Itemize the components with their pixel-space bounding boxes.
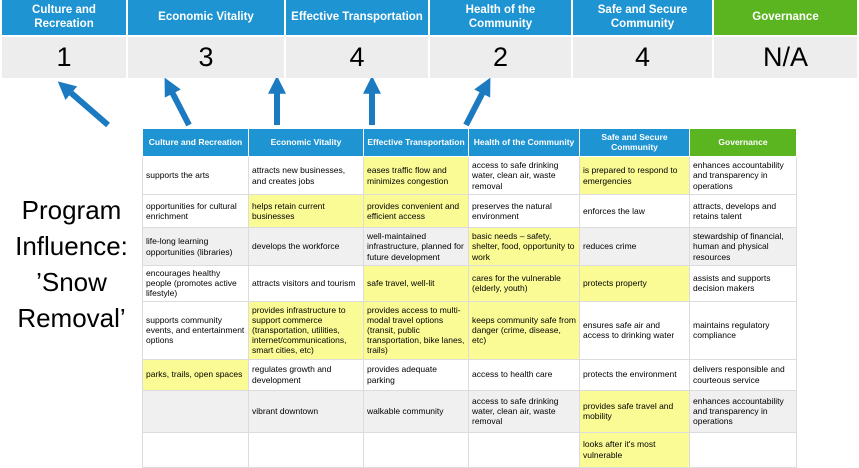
matrix-cell-r2-c2: helps retain current businesses — [248, 194, 364, 228]
matrix-cell-r3-c3: well-maintained infrastructure, planned … — [363, 227, 469, 266]
score-row: 1 3 4 2 4 N/A — [2, 37, 857, 78]
category-score-1: 1 — [2, 37, 126, 78]
matrix-header-5: Safe and Secure Community — [579, 128, 690, 157]
matrix-cell-r3-c2: develops the workforce — [248, 227, 364, 266]
banner-category-2: Economic Vitality — [128, 0, 284, 35]
matrix-cell-r8-c6 — [689, 431, 797, 468]
matrix-cell-r6-c6: delivers responsible and courteous servi… — [689, 358, 797, 391]
matrix-cell-r5-c3: provides access to multi-modal travel op… — [363, 300, 469, 360]
matrix-cell-r7-c1 — [142, 389, 249, 433]
matrix-header-row: Culture and Recreation Economic Vitality E… — [142, 128, 797, 157]
matrix-cell-r4-c1: encourages healthy people (promotes acti… — [142, 265, 249, 302]
matrix-cell-r3-c5: reduces crime — [579, 227, 690, 266]
matrix-cell-r8-c1 — [142, 431, 249, 468]
banner-category-6: Governance — [714, 0, 857, 35]
influence-arrows — [57, 78, 491, 128]
matrix-cell-r8-c3 — [363, 431, 469, 468]
matrix-cell-r7-c5: provides safe travel and mobility — [579, 389, 690, 433]
table-row: encourages healthy people (promotes acti… — [142, 265, 797, 302]
matrix-cell-r2-c6: attracts, develops and retains talent — [689, 194, 797, 228]
matrix-cell-r2-c4: preserves the natural environment — [468, 194, 580, 228]
program-title: Program Influence: ’Snow Removal’ — [0, 192, 143, 336]
table-row: vibrant downtown walkable community access… — [142, 389, 797, 433]
up-arrow-icon — [164, 78, 192, 127]
matrix-cell-r8-c4 — [468, 431, 580, 468]
table-row: supports community events, and entertain… — [142, 300, 797, 360]
program-title-line: Program — [21, 195, 122, 225]
table-row: parks, trails, open spaces regulates grow… — [142, 358, 797, 391]
matrix-cell-r1-c5: is prepared to respond to emergencies — [579, 156, 690, 195]
matrix-cell-r6-c5: protects the environment — [579, 358, 690, 391]
matrix-cell-r1-c3: eases traffic flow and minimizes congest… — [363, 156, 469, 195]
matrix-cell-r5-c5: ensures safe air and access to drinking … — [579, 300, 690, 360]
matrix-cell-r8-c2 — [248, 431, 364, 468]
table-row: life-long learning opportunities (librar… — [142, 227, 797, 266]
influence-matrix-table: Culture and Recreation Economic Vitality E… — [142, 128, 797, 468]
matrix-cell-r4-c4: cares for the vulnerable (elderly, youth… — [468, 265, 580, 302]
category-banner: Culture and Recreation Economic Vitality E… — [2, 0, 857, 35]
matrix-cell-r4-c5: protects property — [579, 265, 690, 302]
up-arrow-icon — [57, 81, 110, 128]
category-score-3: 4 — [286, 37, 428, 78]
category-score-2: 3 — [128, 37, 284, 78]
matrix-cell-r1-c1: supports the arts — [142, 156, 249, 195]
matrix-cell-r3-c4: basic needs – safety, shelter, food, opp… — [468, 227, 580, 266]
matrix-cell-r4-c2: attracts visitors and tourism — [248, 265, 364, 302]
matrix-cell-r1-c2: attracts new businesses, and creates job… — [248, 156, 364, 195]
program-title-line: ’Snow — [36, 267, 107, 297]
category-score-5: 4 — [573, 37, 712, 78]
matrix-cell-r8-c5: looks after it's most vulnerable — [579, 431, 690, 468]
matrix-cell-r7-c2: vibrant downtown — [248, 389, 364, 433]
matrix-cell-r5-c2: provides infrastructure to support comme… — [248, 300, 364, 360]
matrix-cell-r2-c3: provides convenient and efficient access — [363, 194, 469, 228]
up-arrow-icon — [463, 78, 491, 127]
program-title-line: Removal’ — [17, 303, 126, 333]
matrix-cell-r3-c1: life-long learning opportunities (librar… — [142, 227, 249, 266]
matrix-cell-r6-c1: parks, trails, open spaces — [142, 358, 249, 391]
matrix-cell-r7-c4: access to safe drinking water, clean air… — [468, 389, 580, 433]
matrix-header-3: Effective Transportation — [363, 128, 469, 157]
matrix-cell-r1-c6: enhances accountability and transparency… — [689, 156, 797, 195]
matrix-cell-r1-c4: access to safe drinking water, clean air… — [468, 156, 580, 195]
banner-category-4: Health of the Community — [430, 0, 571, 35]
matrix-cell-r4-c6: assists and supports decision makers — [689, 265, 797, 302]
matrix-cell-r2-c1: opportunities for cultural enrichment — [142, 194, 249, 228]
banner-category-5: Safe and Secure Community — [573, 0, 712, 35]
table-row: looks after it's most vulnerable — [142, 431, 797, 468]
matrix-cell-r5-c4: keeps community safe from danger (crime,… — [468, 300, 580, 360]
program-title-line: Influence: — [15, 231, 128, 261]
matrix-cell-r7-c3: walkable community — [363, 389, 469, 433]
table-row: supports the arts attracts new businesses… — [142, 156, 797, 195]
table-row: opportunities for cultural enrichment hel… — [142, 194, 797, 228]
matrix-header-2: Economic Vitality — [248, 128, 364, 157]
matrix-body: supports the arts attracts new businesses… — [142, 156, 797, 468]
banner-category-1: Culture and Recreation — [2, 0, 126, 35]
matrix-cell-r5-c1: supports community events, and entertain… — [142, 300, 249, 360]
matrix-header-4: Health of the Community — [468, 128, 580, 157]
matrix-cell-r6-c3: provides adequate parking — [363, 358, 469, 391]
category-score-4: 2 — [430, 37, 571, 78]
matrix-header-6: Governance — [689, 128, 797, 157]
matrix-cell-r3-c6: stewardship of financial, human and phys… — [689, 227, 797, 266]
matrix-cell-r6-c4: access to health care — [468, 358, 580, 391]
category-score-6: N/A — [714, 37, 857, 78]
matrix-header-1: Culture and Recreation — [142, 128, 249, 157]
matrix-cell-r7-c6: enhances accountability and transparency… — [689, 389, 797, 433]
matrix-cell-r4-c3: safe travel, well-lit — [363, 265, 469, 302]
matrix-cell-r5-c6: maintains regulatory compliance — [689, 300, 797, 360]
matrix-cell-r2-c5: enforces the law — [579, 194, 690, 228]
banner-category-3: Effective Transportation — [286, 0, 428, 35]
matrix-cell-r6-c2: regulates growth and development — [248, 358, 364, 391]
